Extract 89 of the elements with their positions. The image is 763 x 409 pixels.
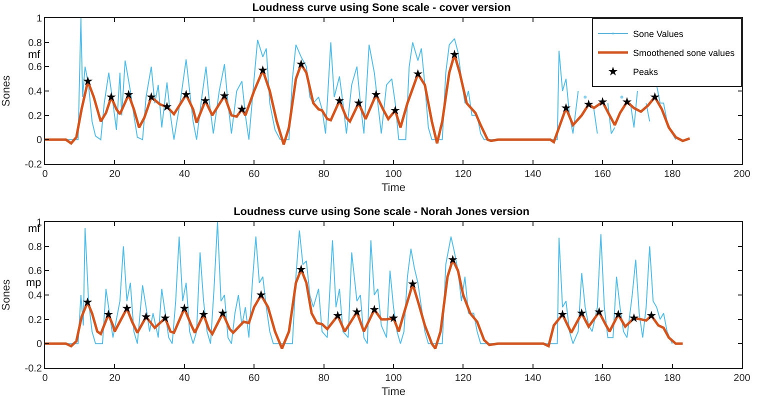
- point: [334, 96, 344, 105]
- point: [141, 312, 151, 321]
- y-axis-title: Sones: [0, 74, 12, 107]
- point: [629, 313, 639, 322]
- point: [371, 90, 381, 99]
- legend-label: Sone Values: [633, 29, 684, 40]
- point: [413, 69, 423, 78]
- x-tick-label: 200: [734, 169, 751, 180]
- point: [180, 303, 190, 312]
- point: [256, 290, 266, 299]
- point: [160, 313, 170, 322]
- y-tick-label: -0.2: [24, 160, 42, 170]
- x-tick-label: 80: [318, 373, 330, 384]
- y-tick-label: 0.2: [28, 314, 42, 326]
- x-tick-label: 180: [664, 169, 682, 180]
- point: [106, 92, 116, 102]
- chart-title: Loudness curve using Sone scale - Norah Jones version: [234, 206, 530, 218]
- point: [450, 50, 460, 58]
- y-tick-label: 0.8: [28, 38, 42, 49]
- point: [352, 307, 362, 316]
- y-tick-label: 0.2: [28, 110, 42, 122]
- point: [650, 92, 660, 102]
- point: [646, 310, 656, 320]
- point: [622, 97, 632, 106]
- y-tick-label: 1: [36, 14, 42, 24]
- point: [220, 90, 230, 100]
- text: mf: [28, 223, 42, 235]
- point: [408, 279, 418, 288]
- legend-label: Smoothened sone values: [633, 48, 736, 58]
- point: [162, 102, 172, 111]
- point: [584, 99, 594, 108]
- y-tick-label: 0.4: [28, 290, 42, 302]
- point: [122, 303, 132, 312]
- y-tick-label: 0: [36, 135, 42, 146]
- x-tick-label: 60: [248, 373, 260, 384]
- point: [200, 96, 210, 105]
- point: [82, 297, 92, 306]
- y-tick-label: 0.8: [28, 242, 42, 253]
- x-tick-label: 100: [385, 373, 402, 384]
- point: [558, 310, 568, 318]
- text: mf: [28, 49, 42, 61]
- x-tick-label: 140: [524, 373, 542, 384]
- y-axis-title: Sones: [0, 278, 12, 311]
- point: [448, 254, 458, 264]
- x-tick-label: 40: [178, 169, 190, 180]
- x-tick-label: 140: [524, 169, 542, 180]
- point: [577, 308, 586, 318]
- legend-label: Peaks: [633, 67, 659, 78]
- x-tick-label: 20: [109, 169, 121, 180]
- point: [146, 92, 156, 102]
- x-tick-label: 40: [178, 373, 190, 384]
- point: [218, 308, 228, 318]
- point: [296, 59, 306, 68]
- y-tick-label: -0.2: [24, 364, 42, 374]
- point: [296, 264, 306, 274]
- point: [198, 310, 208, 318]
- point: [104, 310, 114, 318]
- text: mp: [26, 277, 42, 289]
- point: [333, 310, 342, 320]
- point: [181, 90, 191, 99]
- x-tick-label: 160: [594, 373, 612, 384]
- point: [237, 104, 247, 114]
- x-tick-label: 180: [664, 373, 682, 384]
- point: [561, 103, 571, 112]
- point: [83, 76, 93, 86]
- x-tick-label: 200: [734, 373, 751, 384]
- point: [598, 97, 608, 106]
- y-tick-label: 0.4: [28, 86, 42, 98]
- point: [594, 307, 604, 316]
- point: [124, 90, 134, 99]
- x-axis-title: Time: [381, 182, 406, 194]
- x-tick-label: 80: [318, 169, 330, 180]
- x-tick-label: 120: [454, 169, 472, 180]
- point: [258, 65, 268, 74]
- x-tick-label: 120: [454, 373, 472, 384]
- x-axis-title: Time: [381, 386, 406, 398]
- point: [354, 98, 364, 108]
- x-tick-label: 60: [248, 169, 260, 180]
- point: [370, 304, 379, 314]
- x-tick-label: 100: [385, 169, 402, 180]
- y-tick-label: 0.6: [28, 266, 42, 278]
- y-tick-label: 0.6: [28, 62, 42, 74]
- x-tick-label: 20: [109, 373, 121, 384]
- point: [390, 106, 400, 114]
- point: [388, 313, 398, 322]
- chart-title: Loudness curve using Sone scale - cover version: [252, 2, 512, 14]
- x-tick-label: 160: [594, 169, 612, 180]
- y-tick-label: 0: [36, 339, 42, 350]
- point: [614, 310, 623, 318]
